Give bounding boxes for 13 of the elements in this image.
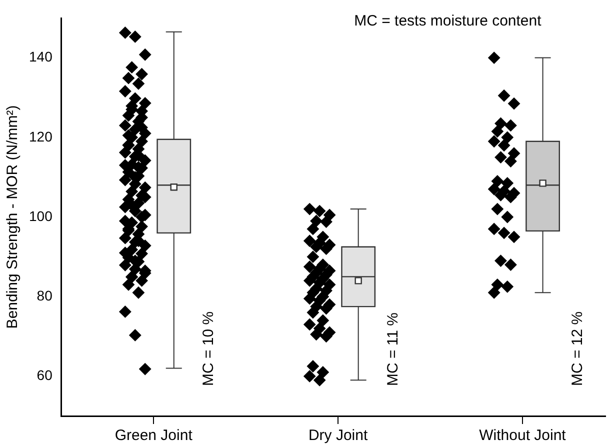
annotation: MC = tests moisture content <box>354 12 542 30</box>
y-tick-label: 120 <box>29 128 53 144</box>
y-axis-title: Bending Strength - MOR (N/mm²) <box>4 105 22 329</box>
annotation: MC = 10 % <box>200 311 218 386</box>
x-tick-label: Dry Joint <box>308 427 368 444</box>
annotation: MC = 12 % <box>568 311 586 386</box>
annotation: MC = 11 % <box>384 312 402 386</box>
x-tick-label: Without Joint <box>479 427 567 444</box>
y-tick-label: 100 <box>29 208 53 224</box>
x-tick-label: Green Joint <box>114 427 194 444</box>
y-tick-label: 60 <box>36 367 53 384</box>
y-tick-label: 80 <box>36 287 53 304</box>
y-tick-label: 140 <box>29 48 53 65</box>
